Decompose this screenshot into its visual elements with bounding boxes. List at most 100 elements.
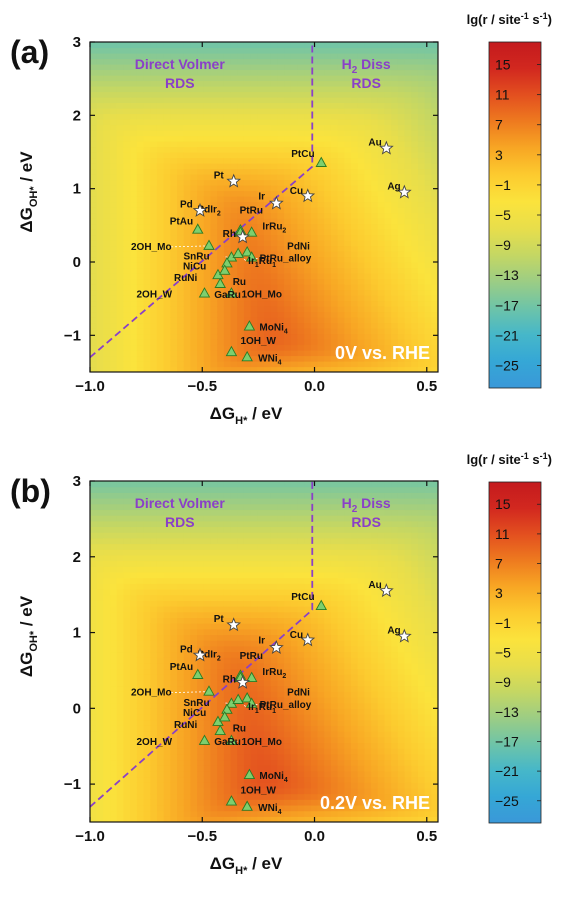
- heat-cell: [170, 136, 177, 142]
- heat-cell: [117, 251, 124, 257]
- heat-cell: [264, 75, 271, 81]
- heat-cell: [110, 53, 117, 59]
- heat-cell: [90, 742, 97, 748]
- heat-cell: [405, 301, 412, 307]
- heat-cell: [277, 691, 284, 697]
- heat-cell: [251, 583, 258, 589]
- heat-cell: [110, 578, 117, 584]
- heat-cell: [304, 180, 311, 186]
- heat-cell: [150, 180, 157, 186]
- heat-cell: [264, 578, 271, 584]
- heat-cell: [123, 634, 130, 640]
- heat-cell: [103, 583, 110, 589]
- heat-cell: [271, 686, 278, 692]
- heat-cell: [425, 53, 432, 59]
- heat-cell: [311, 317, 318, 323]
- heat-cell: [217, 549, 224, 555]
- heat-cell: [324, 251, 331, 257]
- heat-cell: [130, 180, 137, 186]
- heat-cell: [231, 97, 238, 103]
- heat-cell: [170, 600, 177, 606]
- heat-cell: [204, 345, 211, 351]
- heat-cell: [277, 583, 284, 589]
- heat-cell: [344, 119, 351, 125]
- heat-cell: [130, 235, 137, 241]
- heat-cell: [371, 108, 378, 114]
- heat-cell: [257, 521, 264, 527]
- heat-cell: [117, 108, 124, 114]
- heat-cell: [364, 108, 371, 114]
- heat-cell: [157, 777, 164, 783]
- heat-cell: [418, 235, 425, 241]
- heat-cell: [144, 361, 151, 367]
- heat-cell: [150, 317, 157, 323]
- heat-cell: [244, 174, 251, 180]
- heat-cell: [251, 555, 258, 561]
- heat-cell: [231, 218, 238, 224]
- heat-cell: [103, 492, 110, 498]
- heat-cell: [150, 339, 157, 345]
- heat-cell: [164, 646, 171, 652]
- heat-cell: [251, 498, 258, 504]
- heat-cell: [177, 345, 184, 351]
- heat-cell: [110, 361, 117, 367]
- heat-cell: [157, 174, 164, 180]
- heat-cell: [324, 306, 331, 312]
- heat-cell: [384, 213, 391, 219]
- heat-cell: [224, 306, 231, 312]
- heat-cell: [117, 103, 124, 109]
- heat-cell: [318, 290, 325, 296]
- heat-cell: [170, 759, 177, 765]
- heat-cell: [103, 334, 110, 340]
- heat-cell: [217, 811, 224, 817]
- heat-cell: [237, 53, 244, 59]
- potential-annotation: 0V vs. RHE: [335, 343, 430, 363]
- heat-cell: [351, 185, 358, 191]
- heat-cell: [103, 70, 110, 76]
- heat-cell: [210, 765, 217, 771]
- heat-cell: [391, 279, 398, 285]
- heat-cell: [123, 515, 130, 521]
- heat-cell: [344, 224, 351, 230]
- heat-cell: [251, 748, 258, 754]
- heat-cell: [117, 600, 124, 606]
- heat-cell: [277, 42, 284, 48]
- heat-cell: [204, 526, 211, 532]
- heat-cell: [384, 114, 391, 120]
- heat-cell: [170, 163, 177, 169]
- heat-cell: [144, 526, 151, 532]
- heat-cell: [391, 323, 398, 329]
- heat-cell: [277, 279, 284, 285]
- heat-cell: [144, 652, 151, 658]
- heat-cell: [110, 646, 117, 652]
- heat-cell: [117, 754, 124, 760]
- heat-cell: [190, 103, 197, 109]
- heat-cell: [411, 251, 418, 257]
- heat-cell: [231, 521, 238, 527]
- heat-cell: [358, 290, 365, 296]
- heat-cell: [224, 196, 231, 202]
- heat-cell: [251, 163, 258, 169]
- heat-cell: [117, 152, 124, 158]
- heat-cell: [331, 323, 338, 329]
- heat-cell: [251, 623, 258, 629]
- heat-cell: [244, 169, 251, 175]
- heat-cell: [244, 48, 251, 54]
- heat-cell: [117, 279, 124, 285]
- heat-cell: [103, 549, 110, 555]
- heat-cell: [184, 572, 191, 578]
- heat-cell: [157, 114, 164, 120]
- heat-cell: [197, 75, 204, 81]
- heat-cell: [204, 589, 211, 595]
- heat-cell: [157, 169, 164, 175]
- heat-cell: [157, 572, 164, 578]
- heat-cell: [231, 572, 238, 578]
- heat-cell: [123, 213, 130, 219]
- heat-cell: [150, 136, 157, 142]
- heat-cell: [210, 748, 217, 754]
- heat-cell: [224, 777, 231, 783]
- heat-cell: [97, 273, 104, 279]
- heat-cell: [157, 229, 164, 235]
- heat-cell: [144, 350, 151, 356]
- heat-cell: [398, 158, 405, 164]
